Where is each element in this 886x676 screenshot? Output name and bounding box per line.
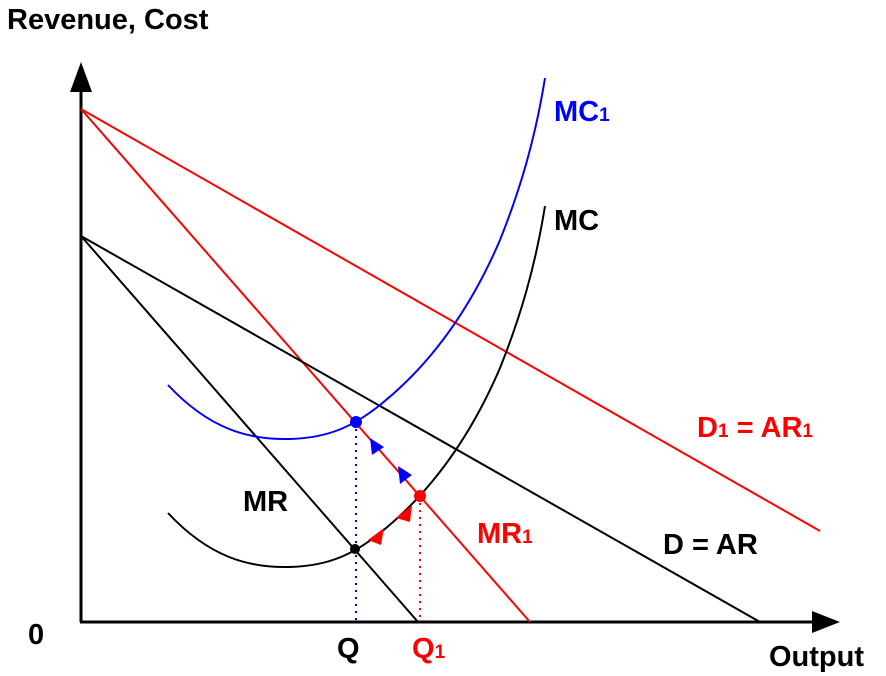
x-axis-label: Output: [769, 641, 864, 673]
mc-label: MC: [554, 205, 599, 237]
x-axis-arrow-icon: [812, 611, 840, 633]
mr1-label: MR1: [477, 518, 533, 550]
y-axis-arrow-icon: [70, 62, 92, 92]
d1-ar1-label: D1 = AR1: [697, 412, 813, 444]
mc-curve: [167, 205, 546, 569]
mr-line: [80, 235, 419, 623]
d-ar-line: [80, 235, 761, 623]
mr1-line: [80, 108, 531, 623]
d-ar-label: D = AR: [663, 529, 758, 561]
mc-mr-point: [350, 544, 360, 554]
mr-label: MR: [243, 486, 288, 518]
y-axis-label: Revenue, Cost: [7, 4, 209, 36]
mc1-label: MC1: [554, 96, 610, 128]
q1-tick-label: Q1: [412, 633, 446, 665]
mc1-curve: [167, 77, 546, 441]
blue-arrow-icon: [398, 466, 412, 484]
red-arrow-icon: [368, 528, 384, 545]
red-arrow-icon: [396, 505, 412, 522]
origin-label: 0: [28, 619, 44, 651]
blue-arrow-icon: [370, 438, 384, 455]
q-tick-label: Q: [337, 633, 360, 665]
mc-mr1-point: [414, 490, 426, 502]
d1-ar1-line: [80, 108, 821, 532]
mc1-mr1-point: [350, 416, 362, 428]
